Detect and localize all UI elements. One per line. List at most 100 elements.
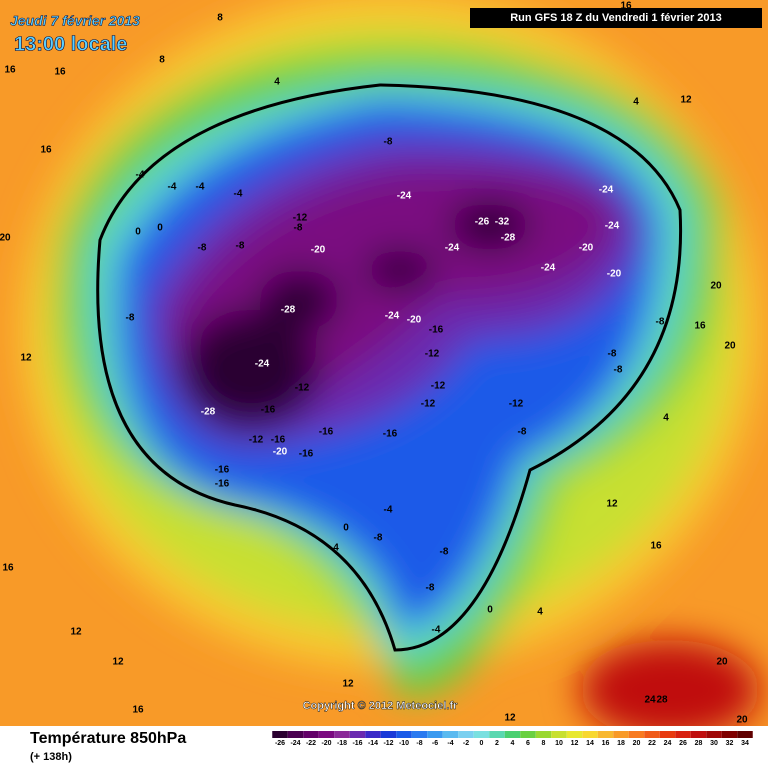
date-label: Jeudi 7 février 2013: [10, 13, 140, 29]
contour-label: 16: [132, 705, 144, 716]
scale-tick-label: 18: [617, 740, 625, 747]
footer: Température 850hPa (+ 138h) -26 -24 -22 -20…: [0, 726, 768, 768]
scale-tick-label: -16: [352, 740, 362, 747]
scale-tick-label: -2: [463, 740, 469, 747]
contour-label: -4: [432, 625, 441, 636]
contour-label: -12: [293, 213, 308, 224]
contour-label: 0: [487, 605, 493, 616]
temperature-field: [20, 0, 760, 726]
contour-label: 16: [620, 1, 632, 12]
scale-swatch: [427, 731, 443, 738]
scale-swatch: [349, 731, 366, 738]
copyright: Copyright © 2012 Meteociel.fr: [303, 700, 459, 712]
scale-swatch: [644, 731, 660, 738]
contour-label: 8: [217, 13, 223, 24]
contour-label: 12: [606, 499, 618, 510]
contour-label: -12: [249, 435, 264, 446]
contour-label: 20: [0, 233, 11, 244]
scale-swatch: [613, 731, 629, 738]
contour-label: 20: [716, 657, 728, 668]
scale-swatch: [535, 731, 552, 738]
lead-label: (+ 138h): [30, 751, 72, 763]
scale-tick-label: 20: [633, 740, 641, 747]
scale-swatch: [582, 731, 598, 738]
contour-label: 12: [20, 353, 32, 364]
contour-label: 12: [504, 713, 516, 724]
scale-tick-label: -10: [399, 740, 409, 747]
run-label: Run GFS 18 Z du Vendredi 1 février 2013: [510, 12, 722, 24]
contour-label: -28: [201, 407, 216, 418]
variable-label: Température 850hPa: [30, 730, 187, 747]
scale-tick-label: -6: [432, 740, 438, 747]
contour-label: -8: [608, 349, 617, 360]
scale-tick-label: 32: [726, 740, 734, 747]
contour-label: -16: [319, 427, 334, 438]
contour-label: 0: [343, 523, 349, 534]
contour-label: -8: [374, 533, 383, 544]
scale-tick-label: 2: [495, 740, 499, 747]
zero-isotherm: [96, 83, 683, 652]
scale-swatch: [504, 731, 521, 738]
contour-label: -8: [236, 241, 245, 252]
contour-label: -8: [126, 313, 135, 324]
contour-label: -32: [495, 217, 510, 228]
scale-tick-label: -24: [290, 740, 300, 747]
contour-label: -20: [579, 243, 594, 254]
contour-label: -4: [168, 182, 177, 193]
scale-swatch: [442, 731, 459, 738]
contour-label: 8: [159, 55, 165, 66]
scale-swatch: [458, 731, 474, 738]
contour-label: 4: [537, 607, 543, 618]
scale-swatch: [334, 731, 350, 738]
contour-label: 20: [724, 341, 736, 352]
scale-swatch: [628, 731, 645, 738]
scale-swatch: [303, 731, 319, 738]
scale-tick-label: 22: [648, 740, 656, 747]
scale-swatch: [380, 731, 397, 738]
contour-label: 16: [2, 563, 14, 574]
contour-label: -20: [607, 269, 622, 280]
scale-swatch: [318, 731, 335, 738]
contour-label: -8: [426, 583, 435, 594]
contour-label: -12: [295, 383, 310, 394]
contour-label: 20: [710, 281, 722, 292]
scale-swatch: [520, 731, 536, 738]
contour-label: 4: [633, 97, 639, 108]
contour-label: -8: [198, 243, 207, 254]
contour-label: -28: [501, 233, 516, 244]
contour-label: -20: [407, 315, 422, 326]
contour-label: 12: [342, 679, 354, 690]
scale-swatch: [721, 731, 738, 738]
contour-label: -28: [281, 305, 296, 316]
scale-swatch: [489, 731, 505, 738]
scale-swatch: [365, 731, 381, 738]
contour-label: -8: [384, 137, 393, 148]
contour-label: -16: [383, 429, 398, 440]
scale-tick-label: -12: [383, 740, 393, 747]
contour-label: 16: [54, 67, 66, 78]
contour-label: 12: [70, 627, 82, 638]
contour-label: 4: [333, 543, 339, 554]
scale-swatch: [706, 731, 722, 738]
scale-swatch: [675, 731, 691, 738]
contour-label: -12: [509, 399, 524, 410]
color-scale: -26 -24 -22 -20 -18 -16 -14 -12 -10 -8 -6 -4 -2 0 2 4 6 8…: [272, 731, 753, 747]
scale-tick-label: 14: [586, 740, 594, 747]
contour-label: 12: [680, 95, 692, 106]
scale-tick-label: -14: [368, 740, 378, 747]
contour-label: 4: [663, 413, 669, 424]
contour-label: 0: [135, 227, 141, 238]
scale-tick-label: 16: [602, 740, 610, 747]
scale-tick-label: 8: [542, 740, 546, 747]
contour-label: -8: [656, 317, 665, 328]
scale-tick-label: -26: [275, 740, 285, 747]
contour-label: -12: [425, 349, 440, 360]
contour-label: -16: [215, 479, 230, 490]
contour-label: -24: [599, 185, 614, 196]
scale-tick-label: -8: [416, 740, 422, 747]
scale-swatch: [473, 731, 490, 738]
scale-tick-label: 24: [664, 740, 672, 747]
scale-swatch: [690, 731, 707, 738]
contour-label: 0: [157, 223, 163, 234]
